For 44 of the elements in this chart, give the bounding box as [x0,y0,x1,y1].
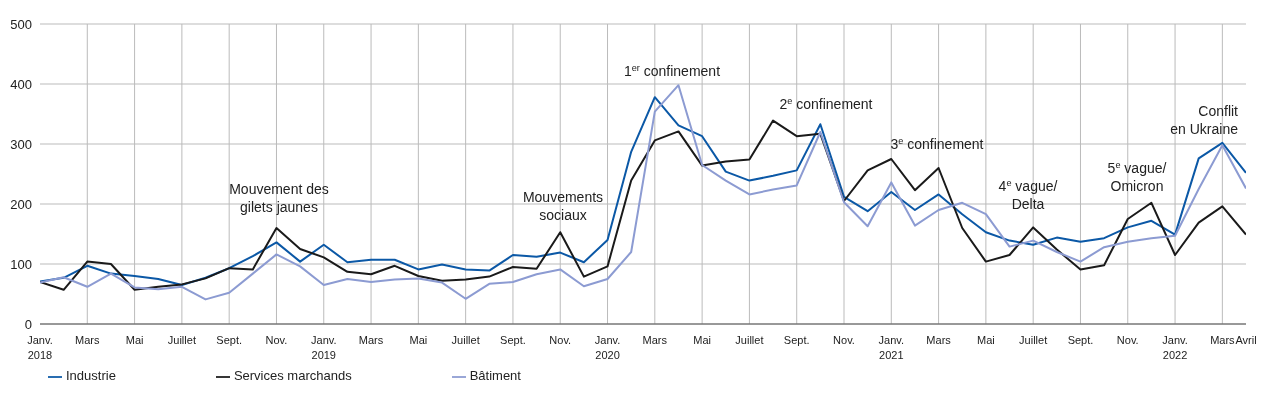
x-tick-label: Juillet [167,334,196,346]
legend-label: Industrie [66,368,116,383]
x-tick-label: Nov. [1116,334,1139,346]
x-tick-label: Janv. 2018 [27,334,53,361]
x-tick-label: Janv. 2022 [1162,334,1188,361]
x-tick-label: Janv. 2021 [878,334,905,361]
annotation: 1$^{er}$ confinement [623,63,721,79]
x-tick-label: Nov. [265,334,288,346]
x-tick-label: Mai [977,334,995,346]
x-tick-label: Mars [75,334,101,346]
annotation: 5$^{e}$ vague/ Omicron [1107,160,1167,194]
x-tick-label: Sept. [216,334,243,346]
x-tick-label: Sept. [500,334,526,346]
x-tick-label: Nov. [549,334,572,346]
x-tick-label: Nov. [833,334,855,346]
x-tick-label: Mars [642,334,668,346]
y-tick-label: 0 [24,316,32,332]
x-tick-label: Sept. [783,334,810,346]
legend-label: Bâtiment [469,368,521,383]
x-tick-label: Juillet [735,334,764,346]
annotation: 2$^{e}$ confinement [779,96,873,112]
x-tick-label: Juillet [451,334,480,346]
x-tick-label: Janv. 2020 [594,334,621,361]
x-tick-label: Mai [125,334,144,346]
x-tick-label: Janv. 2019 [311,334,337,361]
annotation: Mouvement des gilets jaunes [229,181,329,215]
annotation: Mouvements sociaux [522,189,604,223]
y-tick-label: 200 [10,196,32,212]
annotation: 3$^{e}$ confinement [890,136,984,152]
y-tick-label: 400 [10,76,32,92]
x-tick-label: Mars [926,334,952,346]
x-tick-label: Mars [1210,334,1236,346]
x-tick-label: Sept. [1067,334,1094,346]
y-tick-label: 500 [10,16,32,32]
y-tick-label: 100 [10,256,32,272]
annotation: 4$^{e}$ vague/ Delta [998,178,1058,212]
y-tick-label: 300 [10,136,32,152]
x-tick-label: Mai [693,334,711,346]
legend-label: Services marchands [233,368,352,383]
x-tick-label: Avril [1235,334,1257,346]
x-tick-label: Mai [409,334,428,346]
x-tick-label: Mars [358,334,384,346]
x-tick-label: Juillet [1019,334,1048,346]
annotation: Conflit en Ukraine [1170,103,1239,137]
